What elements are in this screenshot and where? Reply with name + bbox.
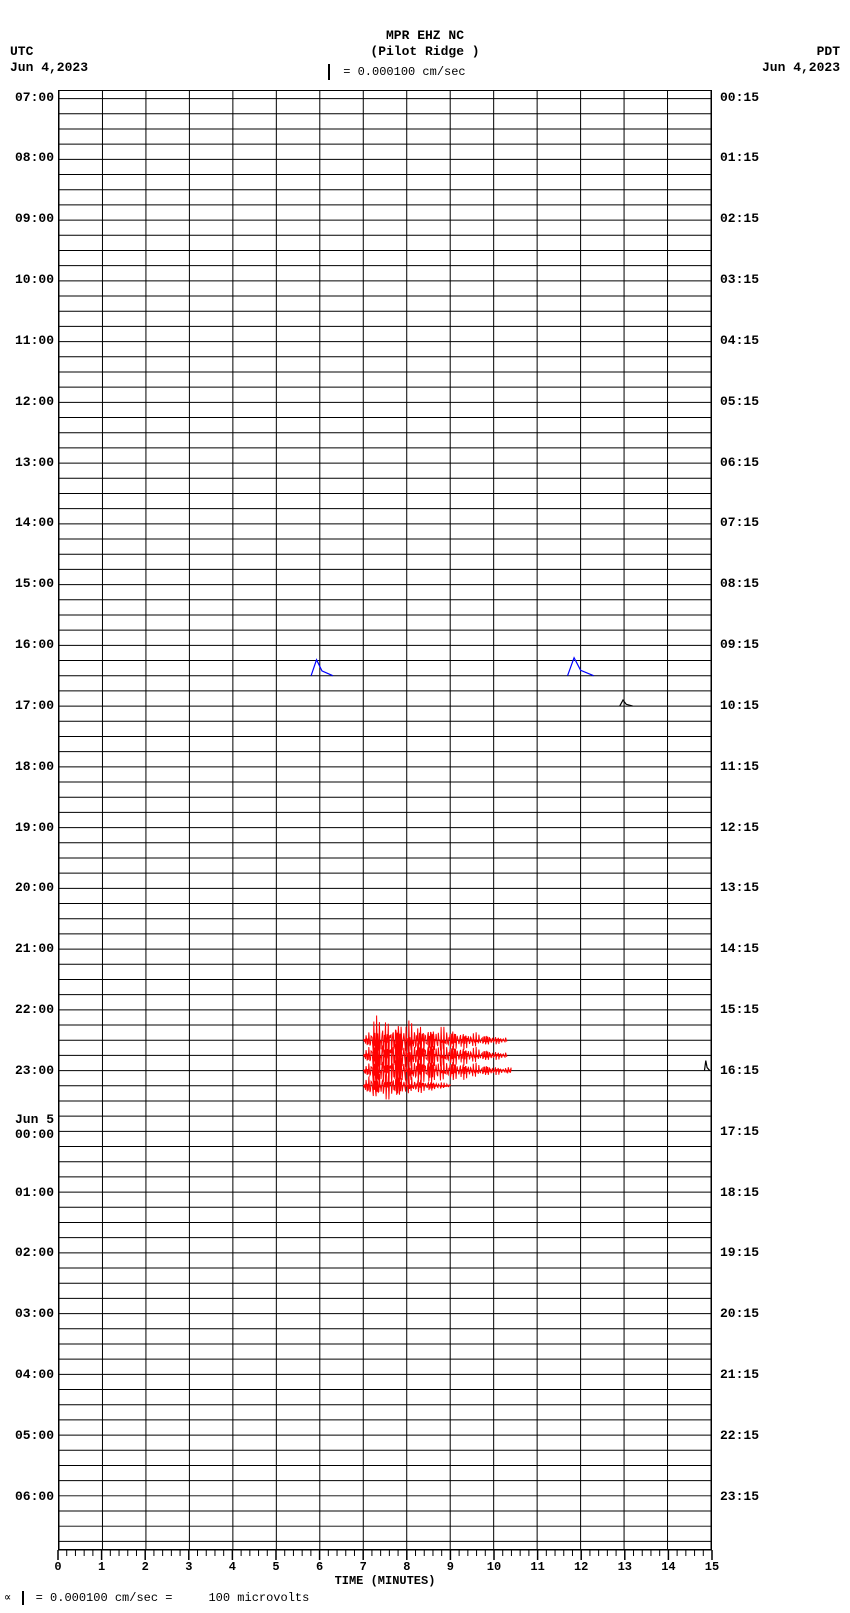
left-time-label: 06:00 bbox=[15, 1489, 54, 1504]
scale-text: = 0.000100 cm/sec bbox=[343, 65, 465, 79]
right-time-label: 00:15 bbox=[720, 90, 759, 105]
left-time-label: 04:00 bbox=[15, 1367, 54, 1382]
left-time-label: 10:00 bbox=[15, 272, 54, 287]
x-tick-label: 12 bbox=[574, 1560, 588, 1574]
right-time-label: 21:15 bbox=[720, 1367, 759, 1382]
x-tick-label: 1 bbox=[98, 1560, 105, 1574]
left-time-label: 12:00 bbox=[15, 394, 54, 409]
left-time-label: 05:00 bbox=[15, 1428, 54, 1443]
right-time-label: 10:15 bbox=[720, 698, 759, 713]
right-time-label: 19:15 bbox=[720, 1245, 759, 1260]
scale-bar-icon bbox=[22, 1591, 24, 1605]
x-tick-label: 4 bbox=[229, 1560, 236, 1574]
right-time-label: 14:15 bbox=[720, 941, 759, 956]
helicorder-svg bbox=[59, 91, 711, 1549]
helicorder-plot bbox=[58, 90, 712, 1550]
left-time-label: 02:00 bbox=[15, 1245, 54, 1260]
left-time-label: 15:00 bbox=[15, 576, 54, 591]
right-time-label: 05:15 bbox=[720, 394, 759, 409]
right-time-label: 22:15 bbox=[720, 1428, 759, 1443]
left-time-label: 17:00 bbox=[15, 698, 54, 713]
left-time-label: 23:00 bbox=[15, 1063, 54, 1078]
right-time-label: 07:15 bbox=[720, 515, 759, 530]
date-left: Jun 4,2023 bbox=[10, 60, 88, 75]
left-time-label: Jun 5 00:00 bbox=[15, 1112, 54, 1142]
left-time-label: 19:00 bbox=[15, 820, 54, 835]
left-time-label: 20:00 bbox=[15, 880, 54, 895]
right-time-label: 20:15 bbox=[720, 1306, 759, 1321]
x-tick-label: 5 bbox=[272, 1560, 279, 1574]
right-time-label: 15:15 bbox=[720, 1002, 759, 1017]
right-time-label: 23:15 bbox=[720, 1489, 759, 1504]
x-tick-label: 9 bbox=[447, 1560, 454, 1574]
footer-text-suffix: 100 microvolts bbox=[208, 1591, 309, 1605]
right-time-label: 02:15 bbox=[720, 211, 759, 226]
timezone-right: PDT bbox=[817, 44, 840, 59]
x-tick-label: 14 bbox=[661, 1560, 675, 1574]
footer-text-prefix: = 0.000100 cm/sec = bbox=[36, 1591, 173, 1605]
x-tick-label: 3 bbox=[185, 1560, 192, 1574]
right-time-label: 08:15 bbox=[720, 576, 759, 591]
left-time-label: 11:00 bbox=[15, 333, 54, 348]
left-time-label: 03:00 bbox=[15, 1306, 54, 1321]
x-tick-label: 11 bbox=[530, 1560, 544, 1574]
x-tick-label: 0 bbox=[54, 1560, 61, 1574]
station-title: MPR EHZ NC bbox=[0, 28, 850, 43]
right-time-label: 17:15 bbox=[720, 1124, 759, 1139]
right-time-label: 18:15 bbox=[720, 1185, 759, 1200]
left-time-label: 13:00 bbox=[15, 455, 54, 470]
footer-prefix-symbol: ∝ bbox=[4, 1591, 11, 1605]
station-location: (Pilot Ridge ) bbox=[0, 44, 850, 59]
scale-bar-icon bbox=[328, 64, 330, 80]
left-time-label: 21:00 bbox=[15, 941, 54, 956]
right-time-label: 01:15 bbox=[720, 150, 759, 165]
x-tick-label: 13 bbox=[618, 1560, 632, 1574]
right-time-label: 16:15 bbox=[720, 1063, 759, 1078]
x-tick-label: 10 bbox=[487, 1560, 501, 1574]
timezone-left: UTC bbox=[10, 44, 33, 59]
x-tick-label: 8 bbox=[403, 1560, 410, 1574]
x-tick-label: 6 bbox=[316, 1560, 323, 1574]
left-time-label: 16:00 bbox=[15, 637, 54, 652]
left-time-label: 22:00 bbox=[15, 1002, 54, 1017]
left-time-label: 18:00 bbox=[15, 759, 54, 774]
left-time-label: 14:00 bbox=[15, 515, 54, 530]
date-right: Jun 4,2023 bbox=[762, 60, 840, 75]
x-tick-label: 15 bbox=[705, 1560, 719, 1574]
left-time-label: 08:00 bbox=[15, 150, 54, 165]
footer-scale: ∝ = 0.000100 cm/sec = 100 microvolts bbox=[4, 1590, 309, 1605]
right-time-label: 06:15 bbox=[720, 455, 759, 470]
x-tick-label: 2 bbox=[142, 1560, 149, 1574]
x-tick-label: 7 bbox=[360, 1560, 367, 1574]
right-time-label: 03:15 bbox=[720, 272, 759, 287]
left-time-label: 09:00 bbox=[15, 211, 54, 226]
right-time-label: 04:15 bbox=[720, 333, 759, 348]
left-time-label: 01:00 bbox=[15, 1185, 54, 1200]
right-time-label: 09:15 bbox=[720, 637, 759, 652]
left-time-label: 07:00 bbox=[15, 90, 54, 105]
scale-indicator-top: = 0.000100 cm/sec bbox=[328, 64, 466, 80]
right-time-label: 13:15 bbox=[720, 880, 759, 895]
right-time-label: 12:15 bbox=[720, 820, 759, 835]
x-axis-title: TIME (MINUTES) bbox=[0, 1574, 770, 1588]
right-time-label: 11:15 bbox=[720, 759, 759, 774]
